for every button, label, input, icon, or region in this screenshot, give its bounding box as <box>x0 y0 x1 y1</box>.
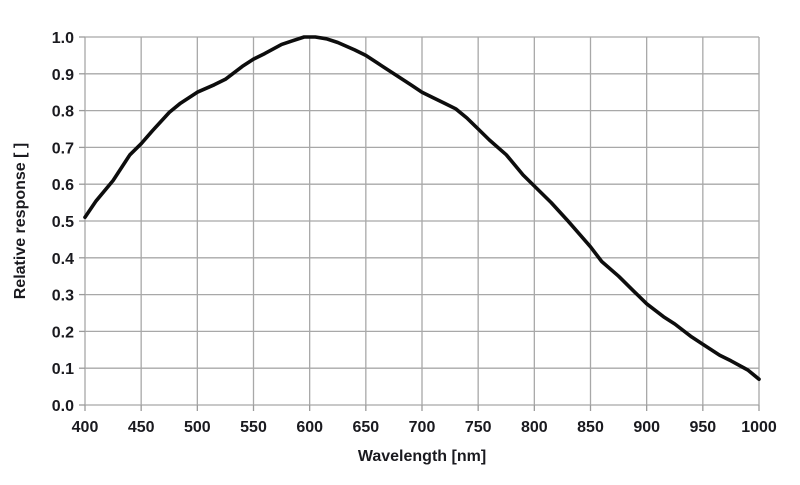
x-tick-label: 950 <box>689 419 716 436</box>
response-curve <box>83 35 761 381</box>
x-tick-label: 550 <box>240 419 267 436</box>
y-tick-label: 0.7 <box>52 140 74 157</box>
x-axis-title: Wavelength [nm] <box>358 448 486 465</box>
y-tick-label: 0.2 <box>52 324 74 341</box>
x-tick-label: 450 <box>128 419 155 436</box>
y-tick-label: 0.4 <box>52 251 74 268</box>
y-tick-label: 0.0 <box>52 398 74 415</box>
y-tick-label: 0.1 <box>52 361 74 378</box>
y-tick-label: 0.6 <box>52 177 74 194</box>
y-tick-label: 0.5 <box>52 214 74 231</box>
y-axis-title: Relative response [ ] <box>12 143 29 300</box>
x-tick-label: 650 <box>352 419 379 436</box>
axis-tick-labels: 400 450 500 550 600 650 700 750 800 850 900 950 1000… <box>52 30 777 436</box>
axis-ticks <box>79 36 760 411</box>
x-tick-label: 700 <box>409 419 436 436</box>
y-tick-label: 0.9 <box>52 67 74 84</box>
x-tick-label: 800 <box>521 419 548 436</box>
y-tick-label: 1.0 <box>52 30 74 47</box>
x-tick-label: 850 <box>577 419 604 436</box>
x-tick-label: 600 <box>296 419 323 436</box>
x-tick-label: 400 <box>72 419 99 436</box>
y-tick-label: 0.3 <box>52 288 74 305</box>
x-tick-label: 1000 <box>741 419 777 436</box>
x-tick-label: 500 <box>184 419 211 436</box>
y-tick-label: 0.8 <box>52 104 74 121</box>
x-tick-label: 900 <box>633 419 660 436</box>
x-tick-label: 750 <box>465 419 492 436</box>
